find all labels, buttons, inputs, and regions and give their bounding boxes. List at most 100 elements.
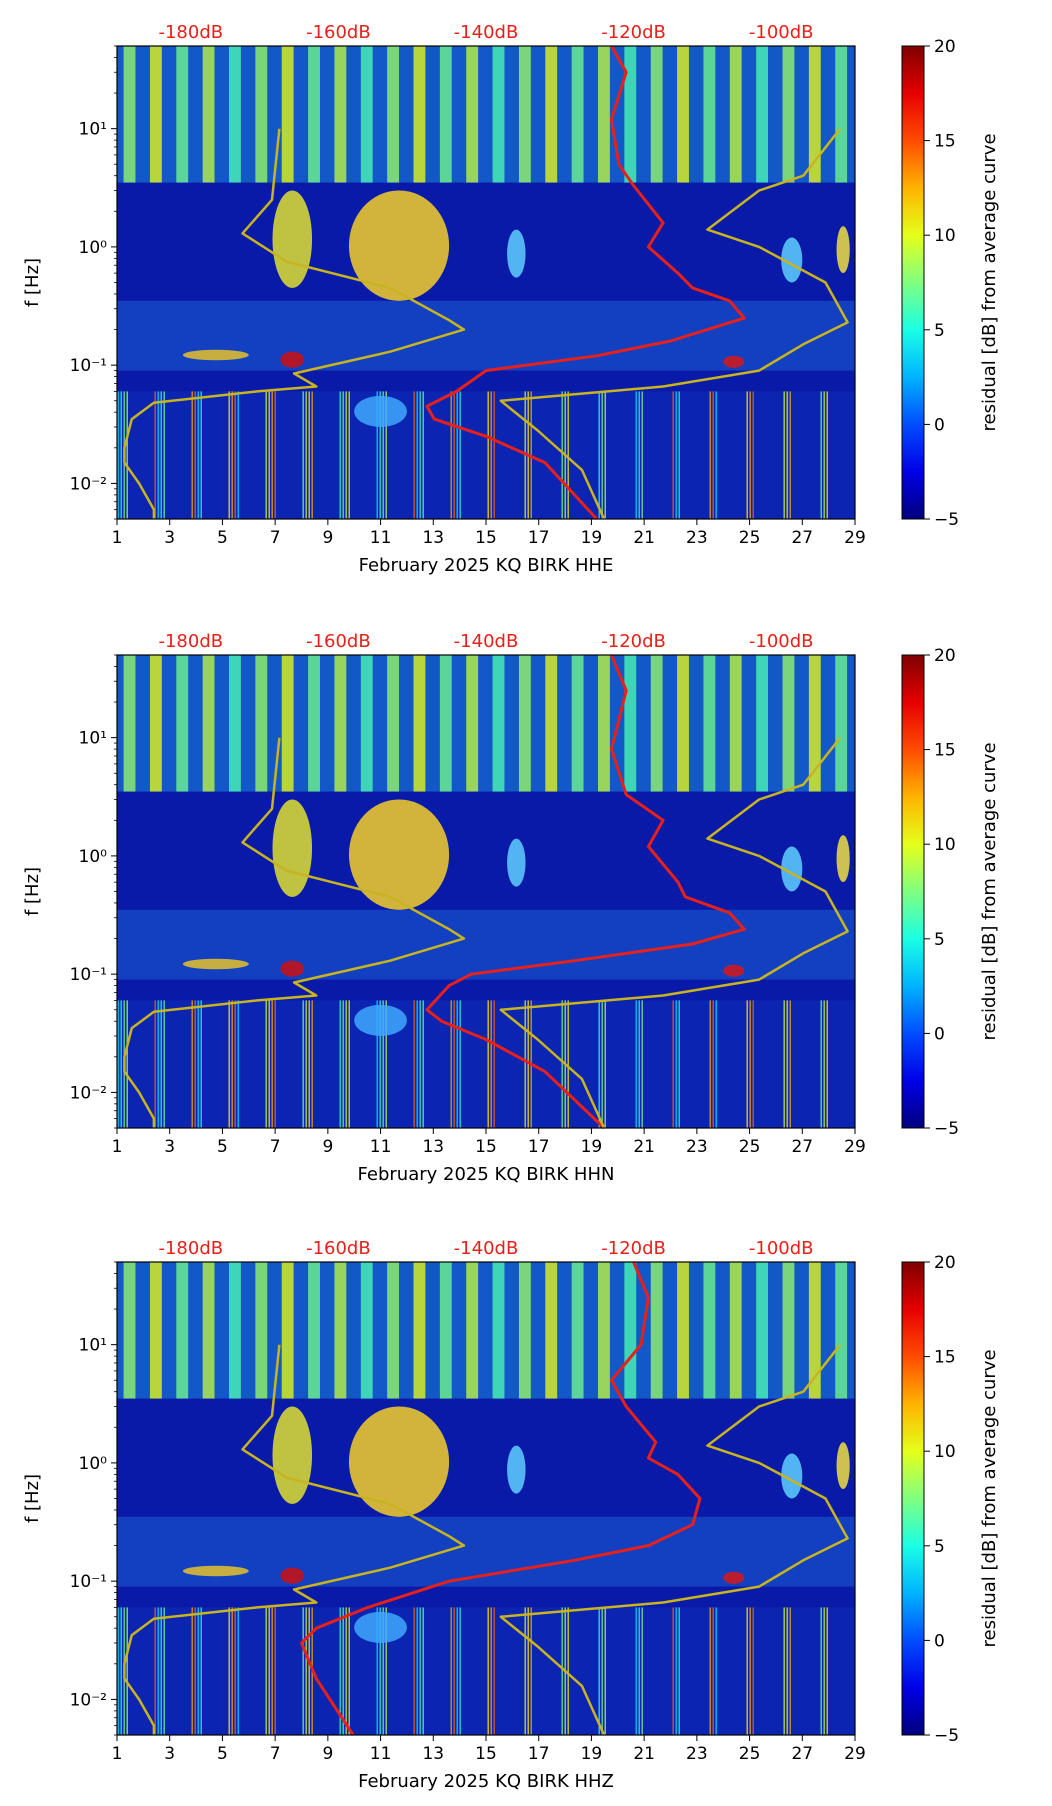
transient-streak [783, 1000, 785, 1128]
daily-column [281, 1262, 294, 1399]
storm-energy [723, 1571, 745, 1584]
transient-streak [561, 1607, 563, 1735]
daily-column [677, 1262, 689, 1399]
transient-streak [191, 391, 193, 519]
daily-column [492, 1262, 505, 1399]
top-db-label: -180dB [158, 1238, 223, 1259]
daily-column [202, 1262, 215, 1399]
colorbar-tick-label: 20 [934, 1253, 956, 1273]
transient-streak [376, 1000, 378, 1128]
transient-streak [231, 1607, 233, 1735]
daily-column [255, 46, 268, 183]
colorbar-tick-label: 15 [934, 1348, 956, 1368]
colorbar [901, 654, 925, 1129]
colorbar-tick-label: −5 [934, 510, 959, 530]
daily-column [545, 655, 558, 792]
transient-streak [228, 1607, 230, 1735]
transient-streak [385, 391, 387, 519]
daily-column [571, 655, 584, 792]
transient-streak [237, 391, 239, 519]
daily-column [729, 46, 742, 183]
transient-streak [160, 1607, 162, 1735]
daily-column [835, 1262, 848, 1399]
y-tick-label: 10¹ [79, 1336, 107, 1356]
storm-energy [280, 351, 305, 368]
microseism-band [117, 909, 855, 980]
transient-streak [342, 1607, 344, 1735]
colorbar-tick-label: 5 [934, 930, 945, 950]
transient-streak [126, 1000, 128, 1128]
transient-streak [268, 391, 270, 519]
transient-streak [385, 1607, 387, 1735]
daily-column [229, 655, 241, 792]
transient-streak [746, 1000, 748, 1128]
y-tick-label: 10⁻² [70, 1690, 107, 1710]
daily-column [202, 655, 215, 792]
high-noise-model-curve [499, 127, 849, 520]
x-tick-label: 1 [112, 1137, 123, 1157]
top-db-label: -140dB [454, 1238, 519, 1259]
daily-column [387, 46, 400, 183]
colorbar-tick-label: 0 [934, 415, 945, 435]
transient-streak [228, 391, 230, 519]
transient-streak [672, 1000, 674, 1128]
daily-column [308, 655, 320, 792]
colorbar-tick-label: −5 [934, 1119, 959, 1139]
transient-streak [163, 1607, 165, 1735]
storm-energy [182, 958, 249, 970]
daily-column [308, 1262, 320, 1399]
transient-streak [419, 1607, 421, 1735]
transient-streak [635, 391, 637, 519]
daily-column [123, 46, 136, 183]
daily-column [229, 1262, 241, 1399]
y-tick-label: 10⁻¹ [70, 356, 107, 376]
daily-column [149, 46, 162, 183]
daily-column [466, 46, 479, 183]
x-tick-label: 25 [739, 1744, 761, 1764]
transient-streak [487, 391, 489, 519]
x-tick-label: 17 [528, 1744, 550, 1764]
daily-column [677, 655, 689, 792]
x-tick-label: 15 [475, 528, 497, 548]
x-tick-label: 25 [739, 528, 761, 548]
daily-column [255, 1262, 268, 1399]
x-tick-label: 7 [270, 528, 281, 548]
daily-column [413, 46, 426, 183]
daily-column [360, 46, 373, 183]
daily-column [176, 46, 189, 183]
transient-streak [598, 1000, 600, 1128]
transient-streak [493, 1607, 495, 1735]
daily-column [545, 1262, 558, 1399]
transient-streak [308, 1000, 310, 1128]
transient-streak [567, 391, 569, 519]
transient-streak [820, 1607, 822, 1735]
transient-streak [638, 1607, 640, 1735]
daily-column [202, 46, 215, 183]
x-tick-label: 21 [633, 528, 655, 548]
transient-streak [200, 1000, 202, 1128]
top-db-label: -120dB [601, 22, 666, 43]
transient-streak [154, 1607, 156, 1735]
transient-streak [820, 391, 822, 519]
storm-energy [507, 1445, 526, 1494]
transient-streak [715, 1607, 717, 1735]
storm-energy [507, 838, 526, 887]
x-axis-label: February 2025 KQ BIRK HHE [359, 555, 614, 576]
transient-streak [678, 1000, 680, 1128]
y-tick-label: 10¹ [79, 120, 107, 140]
transient-streak [712, 1000, 714, 1128]
x-axis-label: February 2025 KQ BIRK HHN [358, 1164, 615, 1185]
x-tick-label: 17 [528, 528, 550, 548]
transient-streak [826, 1000, 828, 1128]
top-db-label: -140dB [454, 631, 519, 652]
transient-streak [339, 1607, 341, 1735]
transient-streak [197, 1607, 199, 1735]
transient-streak [271, 391, 273, 519]
transient-streak [274, 1607, 276, 1735]
daily-column [571, 1262, 584, 1399]
daily-column [439, 655, 452, 792]
daily-column [518, 1262, 531, 1399]
daily-column [650, 655, 663, 792]
y-tick-label: 10⁰ [79, 1454, 108, 1474]
